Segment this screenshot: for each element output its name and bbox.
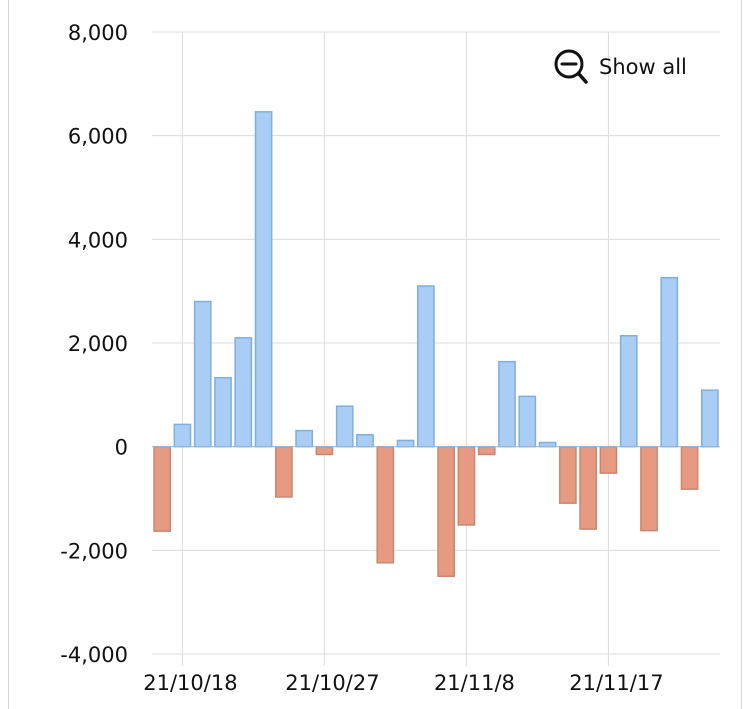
bar-positive [498, 360, 516, 448]
bar-negative [579, 445, 598, 530]
vertical-gridlines [181, 32, 609, 666]
y-tick-label: 8,000 [68, 21, 128, 45]
bar-negative [153, 445, 172, 532]
bar-positive [619, 334, 638, 448]
bar-negative [437, 445, 456, 577]
bar-negative [477, 445, 496, 456]
bar-positive [254, 111, 273, 448]
zoom-out-icon [554, 49, 588, 84]
y-tick-label: -2,000 [60, 539, 128, 563]
y-tick-label: 2,000 [68, 332, 128, 356]
bar-negative [558, 445, 577, 504]
bar-negative [680, 445, 699, 490]
bar-positive [660, 276, 679, 448]
bars [153, 111, 719, 577]
show-all-button[interactable]: Show all [553, 48, 687, 86]
bar-positive [335, 405, 354, 448]
bar-positive [214, 376, 232, 448]
y-tick-label: -4,000 [60, 643, 128, 667]
x-axis-tick-labels: 21/10/18 21/10/27 21/11/8 21/11/17 [143, 671, 663, 695]
bar-positive [416, 285, 435, 448]
y-axis-tick-labels: -4,000 -2,000 0 2,000 4,000 6,000 8,000 [60, 21, 128, 667]
y-tick-label: 4,000 [68, 228, 128, 252]
y-tick-label: 6,000 [68, 125, 128, 149]
y-tick-label: 0 [115, 436, 128, 460]
bar-positive [538, 441, 557, 448]
bar-positive [700, 389, 719, 448]
bar-positive [396, 439, 415, 448]
bar-positive [356, 433, 374, 448]
bar-negative [376, 445, 395, 564]
left-border [8, 0, 9, 709]
right-border [741, 0, 742, 709]
x-tick-label: 21/11/17 [569, 671, 663, 695]
x-tick-label: 21/11/8 [434, 671, 515, 695]
bar-positive [173, 423, 192, 448]
bar-positive [193, 300, 212, 448]
bar-positive [234, 337, 253, 448]
x-tick-label: 21/10/27 [285, 671, 379, 695]
show-all-label: Show all [599, 55, 687, 79]
bar-positive [295, 429, 314, 448]
bar-positive [518, 395, 537, 448]
bar-negative [457, 445, 476, 526]
bar-negative [315, 445, 334, 456]
bar-negative [599, 445, 618, 474]
bar-negative [274, 445, 293, 498]
bar-negative [640, 445, 658, 532]
x-tick-label: 21/10/18 [143, 671, 237, 695]
